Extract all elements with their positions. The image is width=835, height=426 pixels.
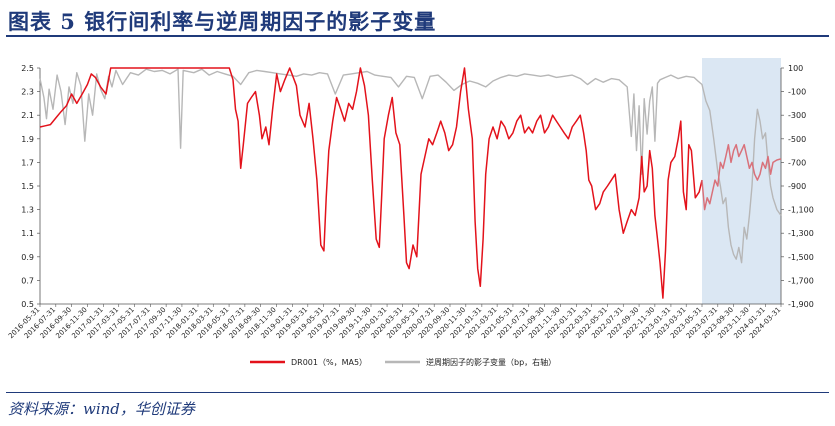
y-left-tick-label: 2.3 xyxy=(21,88,34,97)
series-group xyxy=(39,67,782,299)
source-note: 资料来源：wind，华创证券 xyxy=(8,400,195,418)
y-right-tick-label: -1,100 xyxy=(788,206,814,215)
series-factor-line xyxy=(39,68,782,264)
legend-factor-label: 逆周期因子的影子变量（bp，右轴） xyxy=(426,357,556,367)
y-right-tick-label: -300 xyxy=(788,111,806,120)
y-right-tick-label: -700 xyxy=(788,158,806,167)
y-left-tick-label: 0.5 xyxy=(21,300,34,309)
y-right-tick-label: -100 xyxy=(788,88,806,97)
shaded-region xyxy=(702,58,781,304)
y-left-tick-label: 2.5 xyxy=(21,64,34,73)
y-left-tick-label: 2.1 xyxy=(21,111,34,120)
legend: DR001（%，MA5） 逆周期因子的影子变量（bp，右轴） xyxy=(250,357,556,367)
y-right-tick-label: -500 xyxy=(788,135,806,144)
y-right-tick-label: -1,500 xyxy=(788,253,814,262)
y-left-tick-label: 0.7 xyxy=(21,276,34,285)
y-left-tick-label: 1.7 xyxy=(21,158,34,167)
chart-title: 图表 5 银行间利率与逆周期因子的影子变量 xyxy=(8,9,437,34)
y-left-tick-label: 1.9 xyxy=(21,135,34,144)
chart-svg: 2.5 2.3 2.1 1.9 1.7 1.5 1.3 1.1 0.9 0.7 0.5 100 -100… xyxy=(7,58,814,367)
series-dr001-line xyxy=(39,67,703,299)
y-left-tick-label: 1.3 xyxy=(21,206,34,215)
y-left-tick-label: 1.1 xyxy=(21,229,34,238)
legend-dr001-label: DR001（%，MA5） xyxy=(291,358,367,367)
y-right-tick-label: -1,900 xyxy=(788,300,814,309)
y-right-tick-label: -1,300 xyxy=(788,229,814,238)
y-left-tick-label: 1.5 xyxy=(21,182,34,191)
y-left-tick-label: 0.9 xyxy=(21,253,34,262)
series-dr001-line-shaded xyxy=(701,143,782,211)
source-rule xyxy=(6,392,829,393)
y-right-tick-label: -1,700 xyxy=(788,276,814,285)
y-right-tick-label: 100 xyxy=(788,64,803,73)
y-right-tick-label: -900 xyxy=(788,182,806,191)
axes-group: 2.5 2.3 2.1 1.9 1.7 1.5 1.3 1.1 0.9 0.7 0.5 100 -100… xyxy=(7,64,814,340)
title-rule xyxy=(6,35,829,37)
